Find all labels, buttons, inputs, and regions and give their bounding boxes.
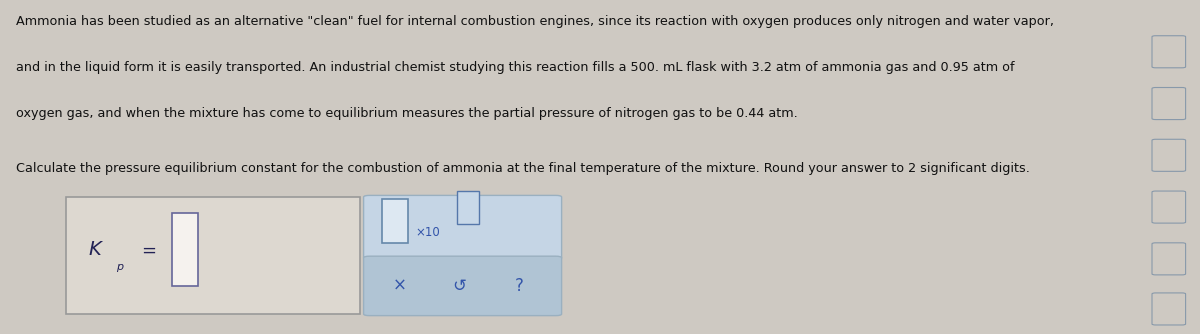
Text: Ammonia has been studied as an alternative "clean" fuel for internal combustion : Ammonia has been studied as an alternati… xyxy=(16,15,1054,28)
Text: $=$: $=$ xyxy=(138,241,157,259)
Text: ×10: ×10 xyxy=(415,226,440,239)
Text: ↺: ↺ xyxy=(452,277,467,295)
FancyBboxPatch shape xyxy=(1152,36,1186,68)
Text: $p$: $p$ xyxy=(116,262,125,274)
Text: $K$: $K$ xyxy=(88,240,103,259)
FancyBboxPatch shape xyxy=(1152,243,1186,275)
FancyBboxPatch shape xyxy=(1152,191,1186,223)
FancyBboxPatch shape xyxy=(1152,293,1186,325)
Text: Calculate the pressure equilibrium constant for the combustion of ammonia at the: Calculate the pressure equilibrium const… xyxy=(16,162,1030,175)
Text: ?: ? xyxy=(515,277,524,295)
Bar xyxy=(382,199,408,242)
FancyBboxPatch shape xyxy=(1152,139,1186,171)
Bar xyxy=(172,213,198,286)
FancyBboxPatch shape xyxy=(1152,88,1186,120)
FancyBboxPatch shape xyxy=(364,256,562,316)
Bar xyxy=(66,197,360,314)
Text: ×: × xyxy=(392,277,407,295)
FancyBboxPatch shape xyxy=(364,195,562,260)
Bar xyxy=(457,191,479,224)
Text: oxygen gas, and when the mixture has come to equilibrium measures the partial pr: oxygen gas, and when the mixture has com… xyxy=(16,107,797,120)
Text: and in the liquid form it is easily transported. An industrial chemist studying : and in the liquid form it is easily tran… xyxy=(16,61,1014,74)
